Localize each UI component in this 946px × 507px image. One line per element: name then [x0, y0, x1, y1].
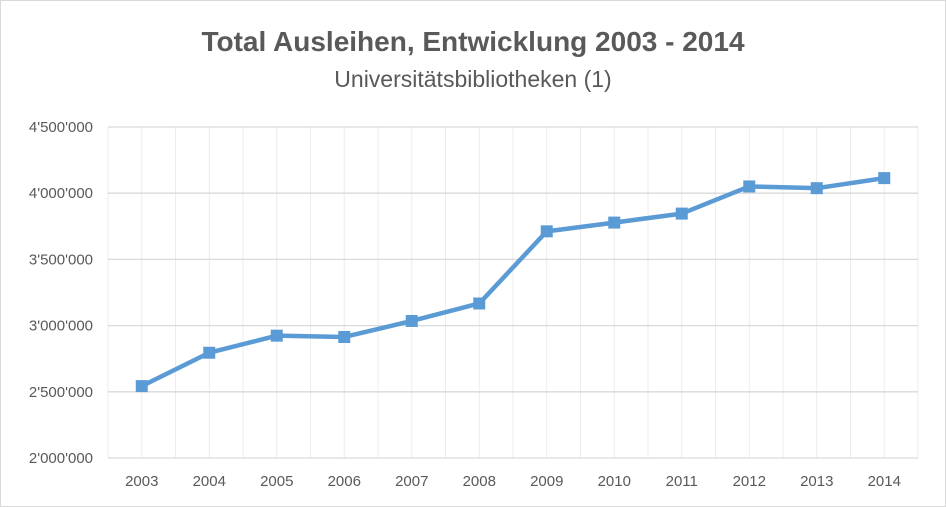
x-tick-label: 2011: [666, 473, 698, 490]
y-tick-label: 2'000'000: [29, 450, 93, 467]
y-tick-label: 4'500'000: [29, 119, 93, 136]
data-point-marker: [203, 346, 216, 359]
x-tick-label: 2006: [328, 473, 361, 490]
x-tick-label: 2014: [868, 473, 901, 490]
x-tick-label: 2008: [463, 473, 496, 490]
x-tick-label: 2013: [800, 473, 833, 490]
data-point-marker: [540, 225, 553, 238]
x-tick-label: 2012: [733, 473, 766, 490]
y-tick-label: 2'500'000: [29, 384, 93, 401]
data-point-marker: [135, 380, 148, 393]
data-point-marker: [338, 330, 351, 343]
data-point-marker: [743, 180, 756, 193]
series-line: [140, 175, 885, 389]
data-point-marker: [810, 182, 823, 195]
x-tick-label: 2004: [193, 473, 226, 490]
chart-subtitle: Universitätsbibliotheken (1): [334, 66, 612, 92]
data-point-marker: [675, 207, 688, 220]
y-tick-label: 3'000'000: [29, 318, 93, 335]
x-tick-label: 2005: [260, 473, 293, 490]
data-point-marker: [878, 172, 891, 185]
data-point-marker: [608, 216, 621, 229]
x-tick-label: 2010: [598, 473, 631, 490]
data-point-marker: [405, 314, 418, 327]
x-tick-label: 2009: [530, 473, 563, 490]
y-tick-label: 4'000'000: [29, 185, 93, 202]
x-tick-label: 2007: [395, 473, 428, 490]
x-tick-label: 2003: [125, 473, 158, 490]
y-tick-label: 3'500'000: [29, 251, 93, 268]
data-point-marker: [270, 329, 283, 342]
chart-title: Total Ausleihen, Entwicklung 2003 - 2014: [201, 26, 745, 57]
data-point-marker: [473, 297, 486, 310]
